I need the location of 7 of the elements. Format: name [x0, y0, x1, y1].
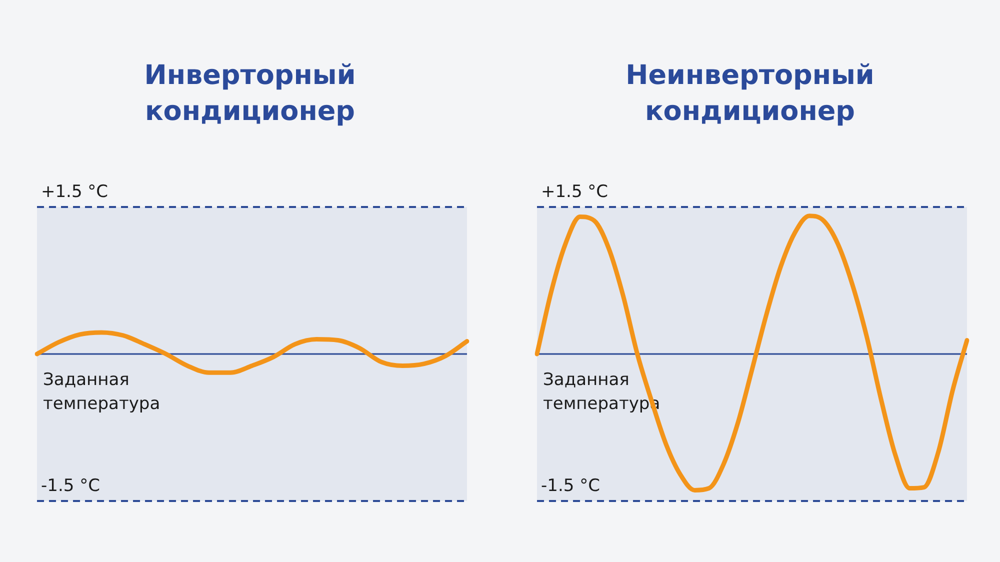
- chart-title: Инверторный кондиционер: [143, 59, 357, 129]
- ref-line-label: +1.5 °C: [541, 182, 608, 202]
- chart-title: Неинверторный кондиционер: [624, 59, 876, 129]
- ref-line-label: -1.5 °C: [541, 476, 600, 496]
- ref-line-label: +1.5 °C: [41, 182, 108, 202]
- ref-line-label: Заданная температура: [43, 370, 160, 414]
- ref-line-label: -1.5 °C: [41, 476, 100, 496]
